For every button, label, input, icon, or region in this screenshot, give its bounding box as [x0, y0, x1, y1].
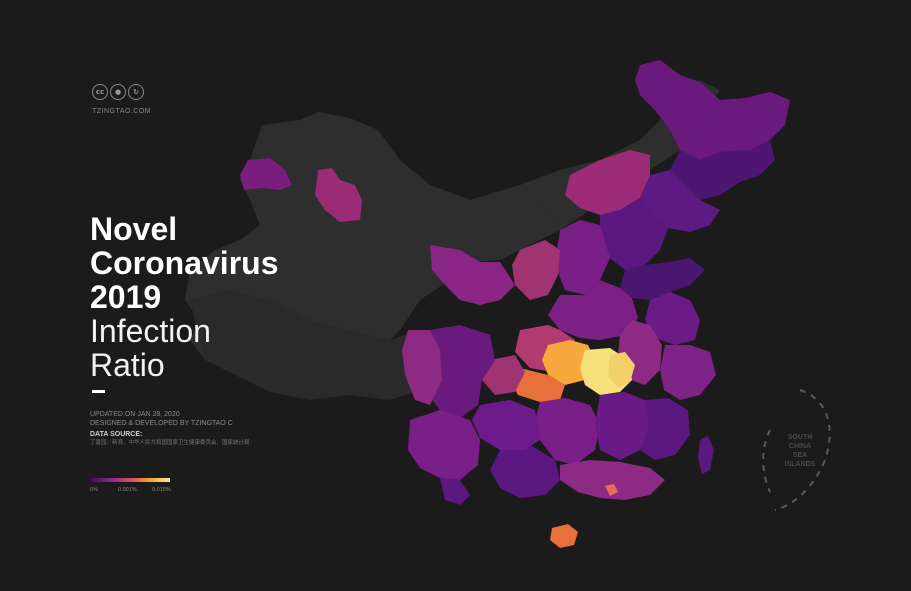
- region-jilin: [670, 140, 775, 200]
- region-hunan: [535, 398, 600, 465]
- designed-by: DESIGNED & DEVELOPED BY TZINGTAO C: [90, 420, 233, 427]
- site-name[interactable]: TZINGTAO.COM: [92, 108, 152, 115]
- scs-label-2: CHINA: [788, 443, 812, 450]
- title-line-1: Novel: [90, 211, 178, 247]
- region-inner-mongolia-no-data: [470, 80, 720, 230]
- data-source-title: DATA SOURCE:: [90, 431, 143, 438]
- region-hainan: [550, 524, 578, 548]
- region-shandong: [620, 258, 705, 300]
- share-alike-icon: ↻: [128, 84, 144, 100]
- region-heilongjiang: [635, 60, 790, 160]
- region-yunnan: [408, 410, 480, 480]
- metadata: UPDATED ON JAN 28, 2020 DESIGNED & DEVEL…: [90, 410, 250, 448]
- region-inner-mongolia-east: [565, 150, 650, 215]
- title-line-4: Infection: [90, 313, 211, 349]
- title-line-5: Ratio: [90, 347, 165, 383]
- data-source-text: 丁香园、新浪、中华人民共和国国家卫生健康委员会、国家统计局: [90, 440, 250, 446]
- region-xinjiang-north: [240, 158, 292, 190]
- region-shanxi: [555, 220, 610, 295]
- region-henan: [548, 280, 638, 340]
- region-shaanxi-north: [512, 240, 560, 300]
- title-dash: [92, 390, 105, 393]
- attribution-icon: ●: [110, 84, 126, 100]
- scs-label-3: SEA: [792, 452, 808, 459]
- region-liaoning: [640, 170, 720, 232]
- region-taiwan: [698, 436, 714, 474]
- region-guangdong: [560, 460, 665, 500]
- region-guangxi: [490, 445, 560, 498]
- updated-date: UPDATED ON JAN 28, 2020: [90, 411, 180, 418]
- region-hong-kong: [605, 484, 618, 496]
- region-hubei-south: [510, 368, 565, 402]
- legend-color-bar: [90, 478, 170, 482]
- region-sichuan-west: [402, 330, 442, 405]
- region-yunnan-south: [440, 478, 470, 505]
- legend-label-min: 0%: [90, 487, 98, 493]
- region-ningxia-gansu: [430, 245, 515, 305]
- region-hebei-beijing: [600, 198, 668, 270]
- title-line-2: Coronavirus: [90, 245, 279, 281]
- south-china-sea-inset: [762, 389, 831, 511]
- page-title: Novel Coronavirus 2019 Infection Ratio: [90, 212, 278, 382]
- region-xinjiang-east: [315, 168, 362, 222]
- legend-label-max: 0.015%: [152, 487, 171, 493]
- south-china-sea-label: SOUTH CHINA SEA ISLANDS: [780, 433, 820, 469]
- creative-commons-icon: cc: [92, 84, 108, 100]
- region-jiangxi: [595, 392, 650, 460]
- region-jiangsu: [645, 292, 700, 345]
- region-tibet-no-data: [190, 290, 430, 400]
- region-hubei-east: [608, 352, 635, 388]
- region-guizhou: [472, 400, 540, 450]
- title-line-3: 2019: [90, 279, 162, 315]
- license-icons: cc ● ↻: [92, 84, 144, 100]
- legend-label-mid: 0.001%: [118, 487, 137, 493]
- scs-label-1: SOUTH: [787, 434, 813, 441]
- region-fujian: [640, 398, 690, 460]
- region-zhejiang-shanghai: [660, 345, 716, 400]
- region-chongqing: [482, 355, 525, 395]
- scs-label-4: ISLANDS: [784, 461, 816, 468]
